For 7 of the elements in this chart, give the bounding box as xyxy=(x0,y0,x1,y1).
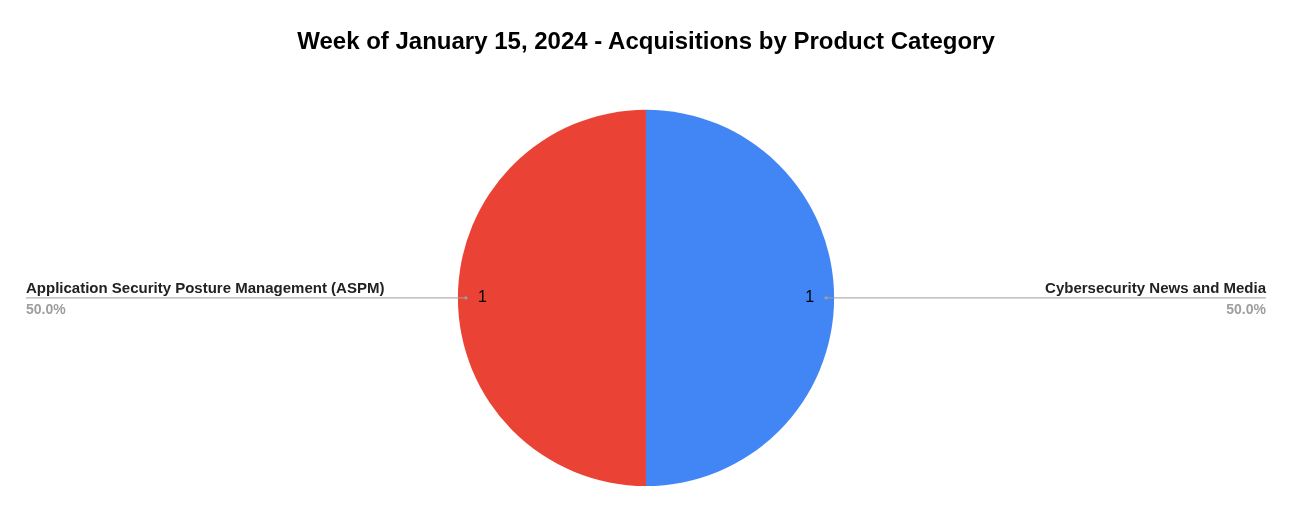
chart-title: Week of January 15, 2024 - Acquisitions by Product Category xyxy=(297,27,996,55)
data-label: 1 xyxy=(477,288,487,306)
data-label: 1 xyxy=(805,288,815,306)
slice-label: Application Security Posture Management (ASPM) xyxy=(26,278,385,296)
text: 50.0% xyxy=(1226,300,1267,317)
slice-label: Cybersecurity News and Media xyxy=(1045,278,1267,296)
text: 50.0% xyxy=(26,300,67,317)
